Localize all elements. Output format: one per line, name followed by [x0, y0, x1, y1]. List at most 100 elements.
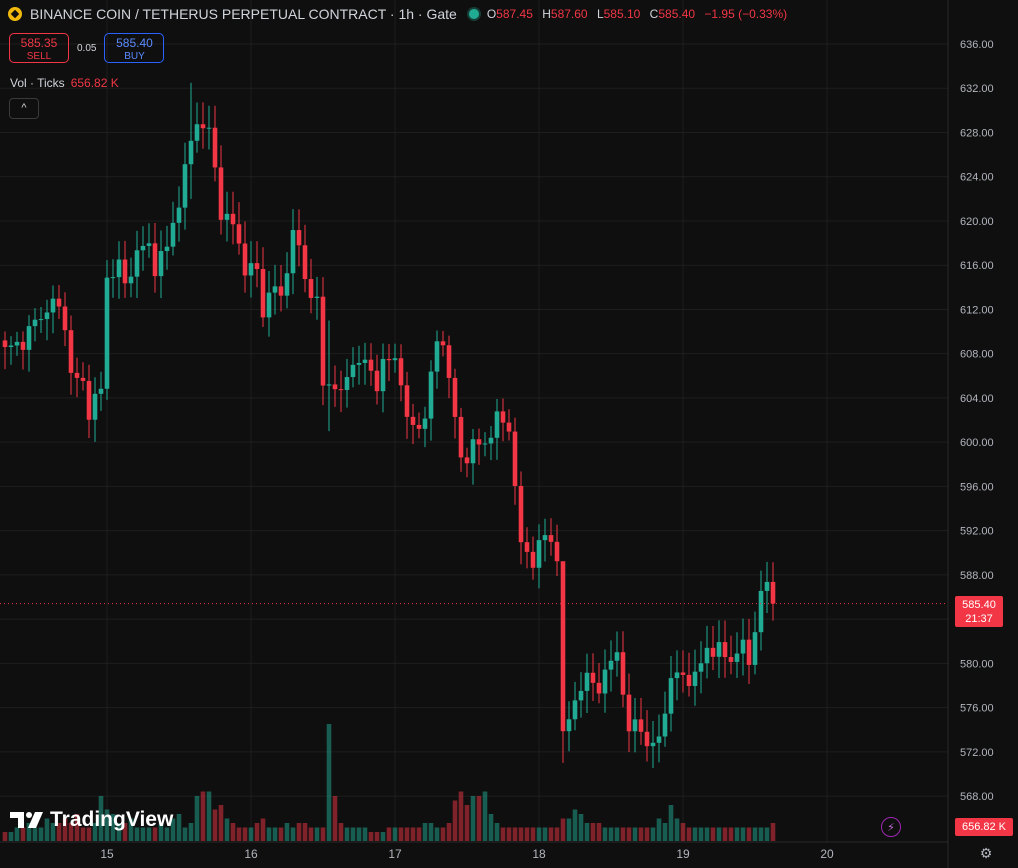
candle-body	[236, 224, 242, 244]
candle-body	[164, 246, 170, 252]
volume-bar	[668, 805, 674, 841]
volume-bar	[728, 827, 734, 841]
tradingview-logo[interactable]: TradingView	[10, 808, 173, 832]
y-tick-label: 572.00	[960, 747, 994, 759]
candle-body	[434, 341, 440, 372]
collapse-legend-button[interactable]: ^	[9, 98, 39, 119]
volume-bar	[332, 796, 338, 841]
candle-body	[74, 372, 80, 378]
candle-body	[368, 359, 374, 371]
volume-bar	[260, 818, 266, 841]
lightning-icon[interactable]: ⚡	[881, 817, 901, 837]
volume-bar	[494, 823, 500, 841]
y-tick-label: 568.00	[960, 791, 994, 803]
volume-bar	[98, 796, 104, 841]
candle-body	[632, 719, 638, 732]
volume-bar	[626, 827, 632, 841]
volume-bar	[74, 814, 80, 841]
volume-bar	[32, 827, 38, 841]
y-tick-label: 604.00	[960, 393, 994, 405]
candle-body	[380, 358, 386, 392]
volume-bar	[314, 827, 320, 841]
volume-bar	[134, 827, 140, 841]
candle-body	[8, 345, 14, 348]
volume-bar	[584, 823, 590, 841]
candle-body	[572, 700, 578, 720]
volume-bar	[764, 827, 770, 841]
candle-body	[200, 124, 206, 129]
buy-label: BUY	[124, 51, 145, 62]
candle-body	[650, 742, 656, 747]
candle-body	[494, 411, 500, 438]
candle-body	[488, 437, 494, 444]
volume-bar	[698, 827, 704, 841]
candle-body	[302, 245, 308, 280]
volume-bar	[392, 827, 398, 841]
volume-bar	[326, 724, 332, 841]
y-tick-label: 576.00	[960, 703, 994, 715]
volume-bar	[248, 827, 254, 841]
volume-bar	[116, 823, 122, 841]
candle-body	[308, 279, 314, 298]
candle-body	[608, 660, 614, 670]
volume-bar	[368, 832, 374, 841]
volume-bar	[692, 827, 698, 841]
candle-body	[698, 663, 704, 672]
volume-bar	[650, 827, 656, 841]
sell-button[interactable]: 585.35 SELL	[9, 33, 69, 63]
market-open-icon	[468, 9, 479, 19]
volume-bar	[56, 823, 62, 841]
candle-body	[218, 167, 224, 220]
candle-body	[362, 359, 368, 363]
volume-bar	[734, 827, 740, 841]
volume-bar	[20, 827, 26, 841]
volume-legend[interactable]: Vol · Ticks 656.82 K	[10, 76, 119, 90]
chevron-up-icon: ^	[21, 102, 27, 114]
volume-bar	[254, 823, 260, 841]
volume-bar	[548, 827, 554, 841]
volume-value-tag: 656.82 K	[955, 818, 1013, 836]
candle-body	[194, 124, 200, 141]
buy-button[interactable]: 585.40 BUY	[104, 33, 165, 63]
volume-bar	[290, 827, 296, 841]
candle-body	[188, 140, 194, 165]
x-tick-label: 15	[100, 847, 114, 861]
symbol-title[interactable]: BINANCE COIN / TETHERUS PERPETUAL CONTRA…	[30, 6, 457, 22]
volume-bar	[2, 832, 8, 841]
candle-body	[500, 411, 506, 423]
candle-body	[596, 682, 602, 694]
volume-bar	[272, 827, 278, 841]
candle-body	[548, 535, 554, 542]
candle-body	[158, 251, 164, 277]
gear-icon[interactable]: ⚙	[979, 845, 993, 861]
candle-body	[170, 222, 176, 247]
volume-bar	[308, 827, 314, 841]
candle-body	[446, 345, 452, 378]
candle-body	[386, 358, 392, 361]
candle-body	[212, 127, 218, 168]
volume-bar	[554, 827, 560, 841]
candle-body	[80, 377, 86, 381]
candle-body	[38, 319, 44, 321]
candle-body	[656, 736, 662, 743]
volume-bar	[644, 827, 650, 841]
candle-body	[578, 690, 584, 701]
volume-bar	[188, 823, 194, 841]
volume-bar	[194, 796, 200, 841]
volume-bar	[638, 827, 644, 841]
volume-bar	[344, 827, 350, 841]
candle-body	[272, 286, 278, 293]
volume-bar	[662, 823, 668, 841]
candle-body	[146, 243, 152, 246]
y-tick-label: 588.00	[960, 570, 994, 582]
spread-value: 0.05	[77, 42, 97, 54]
buy-price: 585.40	[116, 36, 153, 50]
candle-body	[254, 263, 260, 270]
volume-bar	[236, 827, 242, 841]
candle-body	[686, 674, 692, 686]
volume-bar	[404, 827, 410, 841]
y-tick-label: 624.00	[960, 172, 994, 184]
volume-bar	[398, 827, 404, 841]
volume-bar	[608, 827, 614, 841]
